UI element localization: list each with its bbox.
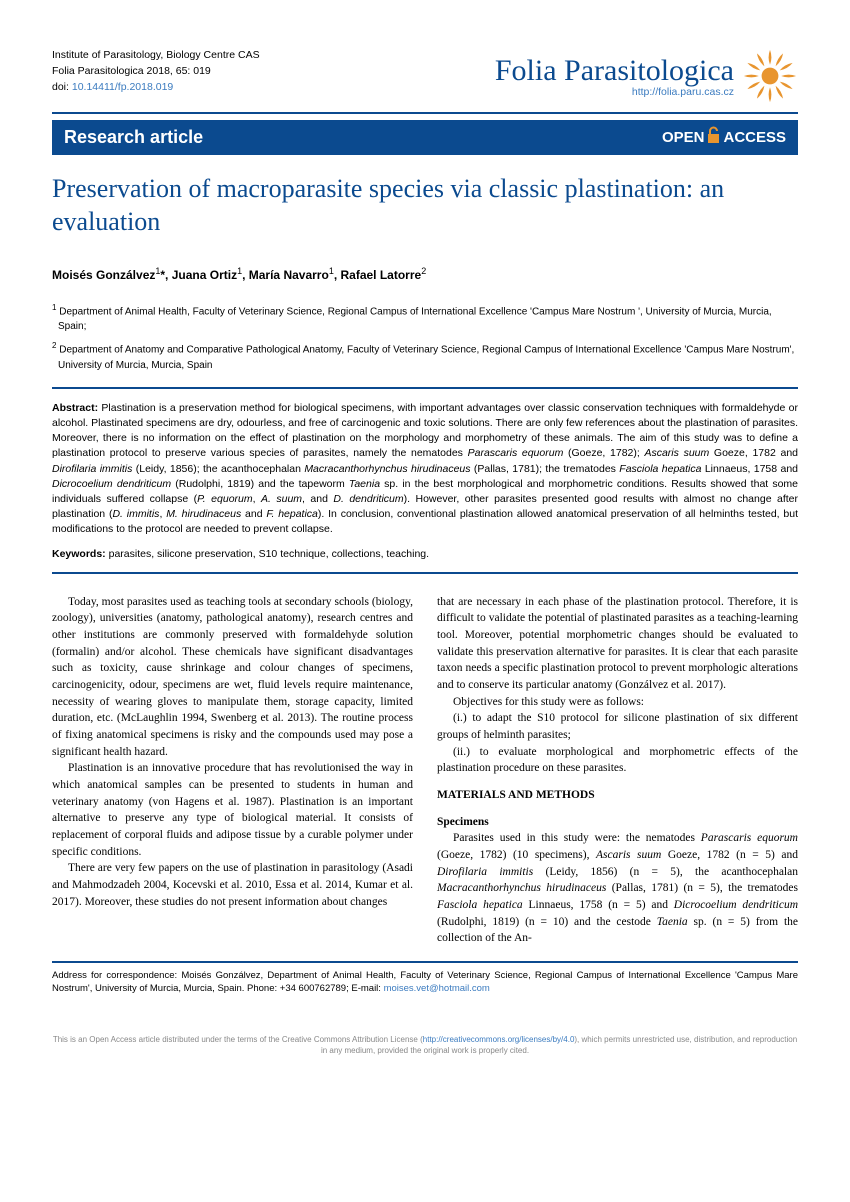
article-type-label: Research article (64, 127, 203, 148)
page: Institute of Parasitology, Biology Centr… (0, 0, 850, 1086)
license-footer: This is an Open Access article distribut… (52, 1034, 798, 1056)
authors: Moisés Gonzálvez1*, Juana Ortiz1, María … (52, 266, 798, 282)
doi-link[interactable]: 10.14411/fp.2018.019 (72, 81, 173, 93)
objectives-label: Objectives for this study were as follow… (437, 694, 798, 711)
objective-2: (ii.) to evaluate morphological and morp… (437, 744, 798, 777)
institute-line: Institute of Parasitology, Biology Centr… (52, 48, 260, 64)
open-access-lock-icon (706, 126, 721, 149)
doi-line: doi: 10.14411/fp.2018.019 (52, 80, 260, 96)
journal-name: Folia Parasitologica (495, 54, 734, 88)
citation-line: Folia Parasitologica 2018, 65: 019 (52, 64, 260, 80)
para: that are necessary in each phase of the … (437, 594, 798, 694)
para: Plastination is an innovative procedure … (52, 760, 413, 860)
objective-1: (i.) to adapt the S10 protocol for silic… (437, 710, 798, 743)
article-type-banner: Research article OPEN ACCESS (52, 120, 798, 155)
affiliation-1: 1 Department of Animal Health, Faculty o… (52, 302, 798, 334)
divider (52, 112, 798, 114)
journal-brand: Folia Parasitologica http://folia.paru.c… (495, 48, 798, 104)
specimens-para: Parasites used in this study were: the n… (437, 830, 798, 947)
para: Today, most parasites used as teaching t… (52, 594, 413, 761)
abstract-block: Abstract: Plastination is a preservation… (52, 387, 798, 574)
body-columns: Today, most parasites used as teaching t… (52, 594, 798, 947)
affiliations: 1 Department of Animal Health, Faculty o… (52, 302, 798, 373)
specimens-head: Specimens (437, 814, 798, 831)
abstract-text: Abstract: Plastination is a preservation… (52, 401, 798, 538)
materials-methods-head: MATERIALS AND METHODS (437, 787, 798, 804)
correspondence-footer: Address for correspondence: Moisés Gonzá… (52, 961, 798, 996)
keywords: Keywords: parasites, silicone preservati… (52, 548, 798, 560)
open-access-badge: OPEN ACCESS (662, 126, 786, 149)
column-left: Today, most parasites used as teaching t… (52, 594, 413, 947)
header-meta: Institute of Parasitology, Biology Centr… (52, 48, 260, 95)
header-top: Institute of Parasitology, Biology Centr… (52, 48, 798, 104)
affiliation-2: 2 Department of Anatomy and Comparative … (52, 340, 798, 372)
column-right: that are necessary in each phase of the … (437, 594, 798, 947)
article-title: Preservation of macroparasite species vi… (52, 173, 798, 238)
sun-logo-icon (742, 48, 798, 104)
para: There are very few papers on the use of … (52, 860, 413, 910)
